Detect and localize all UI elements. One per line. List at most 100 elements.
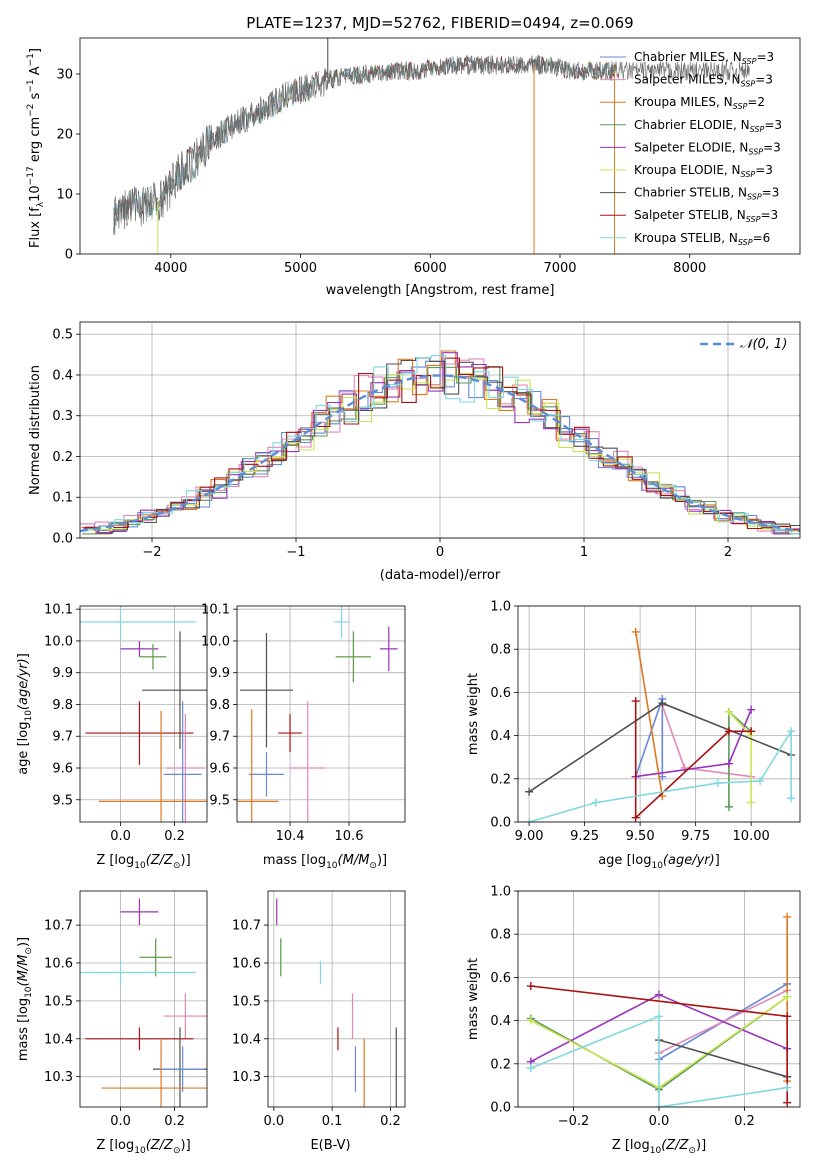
age_weight-axes: 9.00 9.25 9.50 9.75 10.00 0.0 0.2 0.4 0.6 0.8 1.0 [490, 600, 800, 844]
y-tick-label: 0.4 [52, 368, 73, 383]
x-tick-label: 10.4 [276, 829, 305, 844]
legend-label: Kroupa STELIB, NSSP=6 [634, 231, 770, 247]
y-tick-label: 0.2 [52, 450, 73, 465]
x-axis-label: wavelength [Angstrom, rest frame] [326, 283, 555, 298]
weight-point [787, 794, 796, 803]
weight-series-line [528, 728, 792, 822]
spectrum-model-line [113, 55, 617, 235]
x-tick-label: −2 [142, 545, 161, 560]
weight-point [655, 1012, 663, 1021]
axes-frame [79, 890, 208, 1108]
y-tick-label: 10.4 [232, 1032, 261, 1047]
weight-point [680, 764, 689, 772]
y-tick-label: 10.0 [201, 634, 230, 649]
spectrum-axes: 4000 5000 6000 7000 8000 0 10 20 30 [56, 68, 706, 277]
y-tick-label: 0.0 [490, 1101, 511, 1116]
legend-label: Kroupa ELODIE, NSSP=3 [634, 163, 773, 179]
x-tick-label: 1 [580, 545, 588, 560]
x-tick-label: 4000 [154, 261, 187, 276]
weight-point [525, 787, 534, 796]
y-tick-label: 0.0 [490, 816, 511, 831]
x-tick-label: 0.2 [734, 1114, 755, 1129]
chart-title: PLATE=1237, MJD=52762, FIBERID=0494, z=0… [246, 14, 633, 32]
spectrum-model-line [113, 55, 617, 233]
y-tick-label: 10.1 [201, 603, 230, 618]
y-tick-label: 1.0 [490, 600, 511, 615]
legend-label: Salpeter MILES, NSSP=3 [634, 73, 773, 89]
y-tick-label: 0.4 [490, 729, 511, 744]
weight-point [655, 990, 663, 999]
legend-label: Chabrier ELODIE, NSSP=3 [634, 118, 782, 134]
histogram-step [85, 357, 800, 530]
legend-label: Chabrier MILES, NSSP=3 [634, 50, 774, 66]
x-tick-label: 0.0 [263, 1114, 284, 1129]
y-tick-label: 0.5 [52, 328, 73, 343]
weight-point [724, 707, 733, 716]
y-tick-label: 0.0 [52, 532, 73, 547]
y-tick-label: 9.6 [209, 762, 230, 777]
axes-frame [517, 890, 801, 1108]
y-tick-label: 0.6 [490, 971, 511, 986]
y-tick-label: 20 [56, 128, 73, 143]
gaussian-curve [80, 374, 800, 533]
axes-frame [79, 321, 801, 539]
x-tick-label: 0.0 [110, 829, 131, 844]
x-tick-label: 5000 [284, 261, 317, 276]
y-tick-label: 9.8 [209, 698, 230, 713]
y-axis-label: Flux [fλ10−17 erg cm−2 s−1 A−1] [26, 48, 46, 248]
weight-point [631, 697, 640, 706]
y-axis-label: mass [log10(M/M⊙)] [16, 937, 34, 1061]
y-tick-label: 10.5 [44, 994, 73, 1009]
x-tick-label: 10.6 [335, 829, 364, 844]
x-axis-label: Z [log10(Z/Z⊙)] [96, 853, 190, 871]
y-tick-label: 0.1 [52, 491, 73, 506]
y-axis-label: age [log10(age/yr)] [16, 653, 34, 775]
x-axis-label: age [log10(age/yr)] [598, 853, 720, 871]
weight-series-line [634, 631, 664, 797]
y-tick-label: 10 [56, 188, 73, 203]
y-tick-label: 10.6 [232, 957, 261, 972]
y-tick-label: 1.0 [490, 885, 511, 900]
histograms [80, 350, 800, 535]
weight-point [526, 982, 535, 991]
weight-series-line [728, 710, 752, 807]
weight-point [655, 1103, 663, 1107]
weight-point [756, 776, 765, 785]
weight-point [591, 798, 600, 807]
z_age-axes: 0.0 0.2 9.5 9.6 9.7 9.8 9.9 10.0 10.1 [44, 603, 207, 844]
weight-point [631, 627, 640, 636]
x-tick-label: 0.0 [110, 1114, 131, 1129]
spectrum-data-line [113, 55, 750, 236]
x-axis-label: (data-model)/error [380, 568, 501, 583]
y-tick-label: 10.1 [44, 603, 73, 618]
x-tick-label: −1 [286, 545, 305, 560]
weight-point [787, 727, 796, 736]
weight-point [747, 727, 756, 736]
histogram-step [84, 357, 800, 534]
x-tick-label: 0.2 [164, 829, 185, 844]
weight-point [747, 705, 756, 714]
y-tick-label: 9.7 [209, 730, 230, 745]
y-tick-label: 0.6 [490, 686, 511, 701]
weight-point [658, 699, 667, 708]
x-tick-label: 0.1 [322, 1114, 343, 1129]
spectrum-model-line [113, 55, 617, 231]
x-tick-label: 10.00 [733, 829, 770, 844]
y-tick-label: 10.5 [232, 994, 261, 1009]
y-tick-label: 0.8 [490, 928, 511, 943]
spectrum-model-line [113, 54, 617, 235]
x-tick-label: 0 [436, 545, 444, 560]
weight-point [713, 779, 722, 788]
y-tick-label: 10.3 [232, 1070, 261, 1085]
z_age-points [80, 606, 207, 822]
legend: Chabrier MILES, NSSP=3 Salpeter MILES, NS… [600, 50, 782, 247]
spectrum-lines [113, 38, 750, 254]
y-tick-label: 9.5 [209, 793, 230, 808]
y-tick-label: 0.8 [490, 643, 511, 658]
y-tick-label: 10.4 [44, 1032, 73, 1047]
legend-label: Salpeter STELIB, NSSP=3 [634, 208, 778, 224]
weight-series-line [658, 1039, 788, 1078]
ebv_mass-axes: 0.0 0.1 0.2 10.3 10.4 10.5 10.6 10.7 [232, 891, 405, 1129]
y-tick-label: 9.8 [52, 698, 73, 713]
legend-label: Salpeter ELODIE, NSSP=3 [634, 140, 781, 156]
